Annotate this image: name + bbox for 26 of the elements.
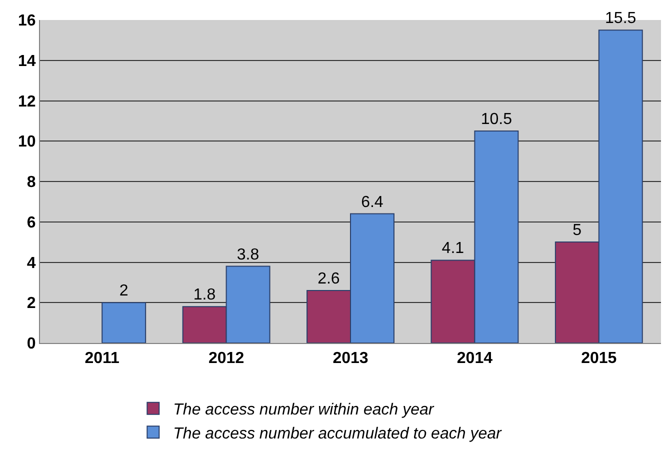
data-label: 3.8 — [236, 246, 260, 264]
data-label: 10.5 — [480, 111, 512, 128]
y-tick-label: 6 — [26, 214, 36, 232]
x-tick-label: 2014 — [456, 350, 493, 368]
data-label: 5 — [572, 222, 582, 240]
legend-label: The access number within each year — [173, 402, 434, 419]
data-label: 2.6 — [318, 270, 340, 288]
data-label: 2 — [119, 282, 128, 300]
legend-label: The access number accumulated to each year — [173, 425, 502, 442]
y-tick-label: 10 — [18, 134, 36, 151]
y-tick-label: 16 — [18, 12, 36, 30]
x-tick-label: 2012 — [208, 350, 244, 368]
x-tick-label: 2013 — [332, 350, 368, 368]
data-label: 1.8 — [193, 286, 216, 304]
data-label: 15.5 — [605, 10, 636, 28]
y-tick-label: 12 — [18, 93, 36, 110]
y-tick-label: 14 — [18, 52, 36, 70]
data-label: 6.4 — [361, 194, 384, 211]
bar — [102, 302, 146, 343]
y-tick-label: 4 — [26, 254, 36, 272]
y-tick-label: 8 — [26, 174, 36, 192]
data-label: 4.1 — [442, 240, 464, 258]
y-tick-label: 2 — [26, 295, 36, 312]
x-tick-label: 2011 — [84, 350, 120, 368]
y-tick-label: 0 — [26, 336, 36, 353]
x-tick-label: 2015 — [581, 350, 617, 368]
